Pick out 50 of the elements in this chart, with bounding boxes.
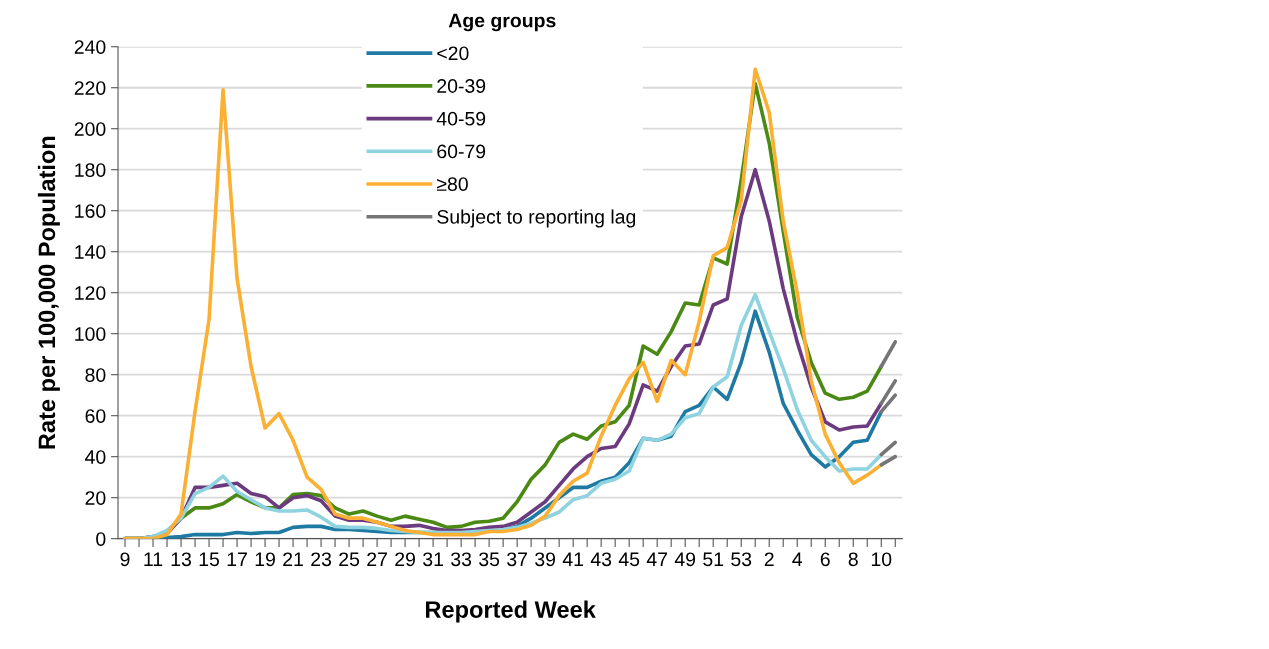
y-tick-label: 220 xyxy=(74,81,106,95)
x-tick-label: 49 xyxy=(674,552,696,567)
x-tick-label: 51 xyxy=(703,552,724,567)
y-tick-label: 60 xyxy=(85,409,106,423)
x-tick-label: 35 xyxy=(479,552,500,567)
legend-label: 20-39 xyxy=(437,79,486,93)
y-tick-label: 240 xyxy=(74,40,106,54)
x-tick-label: 33 xyxy=(451,552,472,567)
x-tick-label: 13 xyxy=(171,552,191,567)
x-tick-label: 10 xyxy=(871,552,892,567)
y-tick-label: 120 xyxy=(75,286,106,300)
x-tick-label: 4 xyxy=(792,552,803,566)
x-tick-label: 43 xyxy=(590,552,612,567)
y-tick-label: 200 xyxy=(74,122,106,136)
legend-label: 40-59 xyxy=(436,111,486,126)
x-tick-label: 11 xyxy=(144,552,163,566)
x-tick-label: 19 xyxy=(255,552,275,567)
x-tick-label: 39 xyxy=(535,552,556,567)
x-tick-label: 9 xyxy=(120,552,130,567)
y-tick-label: 0 xyxy=(96,532,106,546)
x-tick-label: 27 xyxy=(367,552,387,566)
x-tick-label: 2 xyxy=(764,552,774,566)
x-tick-label: 47 xyxy=(646,552,668,566)
x-tick-label: 45 xyxy=(618,552,640,567)
legend-title: Age groups xyxy=(448,13,556,32)
y-tick-label: 160 xyxy=(75,204,106,218)
x-tick-label: 29 xyxy=(395,552,415,567)
y-tick-label: 100 xyxy=(75,327,106,341)
y-tick-label: 80 xyxy=(85,368,106,382)
x-axis-title: Reported Week xyxy=(425,600,596,623)
x-tick-label: 23 xyxy=(311,552,332,567)
x-tick-label: 41 xyxy=(562,552,584,566)
y-tick-label: 40 xyxy=(85,450,106,464)
legend-label: Subject to reporting lag xyxy=(437,209,636,228)
legend-label: 60-79 xyxy=(437,144,486,159)
x-tick-label: 21 xyxy=(283,552,303,566)
y-tick-label: 20 xyxy=(85,491,106,505)
x-tick-label: 6 xyxy=(820,552,830,567)
x-tick-label: 37 xyxy=(507,552,527,567)
y-tick-label: 140 xyxy=(75,245,106,259)
y-tick-label: 180 xyxy=(75,163,106,177)
y-axis-title: Rate per 100,000 Population xyxy=(37,136,60,449)
x-tick-label: 15 xyxy=(199,552,220,567)
x-tick-label: 25 xyxy=(339,552,360,567)
x-tick-label: 53 xyxy=(731,552,752,567)
legend-label: <20 xyxy=(437,46,469,61)
legend-label: ≥80 xyxy=(436,177,468,191)
x-tick-label: 8 xyxy=(848,552,858,567)
x-tick-label: 17 xyxy=(227,552,247,566)
x-tick-label: 31 xyxy=(423,552,443,567)
